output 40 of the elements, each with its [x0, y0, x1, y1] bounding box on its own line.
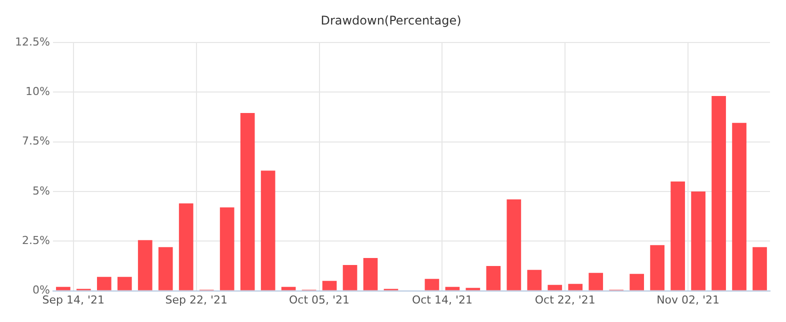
bar [466, 288, 480, 290]
bar [588, 272, 604, 290]
bar [527, 270, 542, 290]
bar [691, 191, 706, 290]
x-tick-label: Oct 22, '21 [534, 293, 596, 306]
bar [752, 247, 767, 290]
chart-title: Drawdown(Percentage) [320, 13, 462, 28]
y-tick-label: 2.5% [22, 234, 50, 247]
bar [363, 258, 378, 290]
bar [56, 286, 70, 290]
bar [732, 122, 746, 290]
bar [445, 286, 460, 290]
bar [260, 170, 276, 290]
y-tick-label: 5% [32, 184, 50, 198]
bar [96, 276, 112, 290]
bar [548, 284, 562, 290]
bar [342, 264, 358, 290]
bar [240, 112, 255, 290]
bar [158, 247, 173, 290]
bar [650, 245, 664, 290]
y-tick-label: 7.5% [22, 134, 50, 148]
bar [178, 203, 194, 290]
bar [670, 182, 685, 290]
bar [117, 276, 132, 290]
bar [568, 284, 583, 290]
bar [322, 280, 337, 290]
bar [424, 278, 440, 290]
x-tick-label: Nov 02, '21 [656, 293, 720, 306]
y-tick-label: 10% [25, 84, 50, 98]
x-tick-label: Sep 22, '21 [165, 293, 228, 306]
bar [486, 266, 501, 290]
bar [220, 207, 234, 290]
bar [630, 274, 644, 290]
bar [281, 286, 296, 290]
x-tick-label: Oct 14, '21 [412, 293, 472, 306]
y-tick-label: 12.5% [14, 35, 50, 48]
bar [712, 96, 726, 290]
bar [138, 240, 152, 290]
bar [506, 199, 522, 290]
x-tick-label: Oct 05, '21 [289, 293, 350, 306]
